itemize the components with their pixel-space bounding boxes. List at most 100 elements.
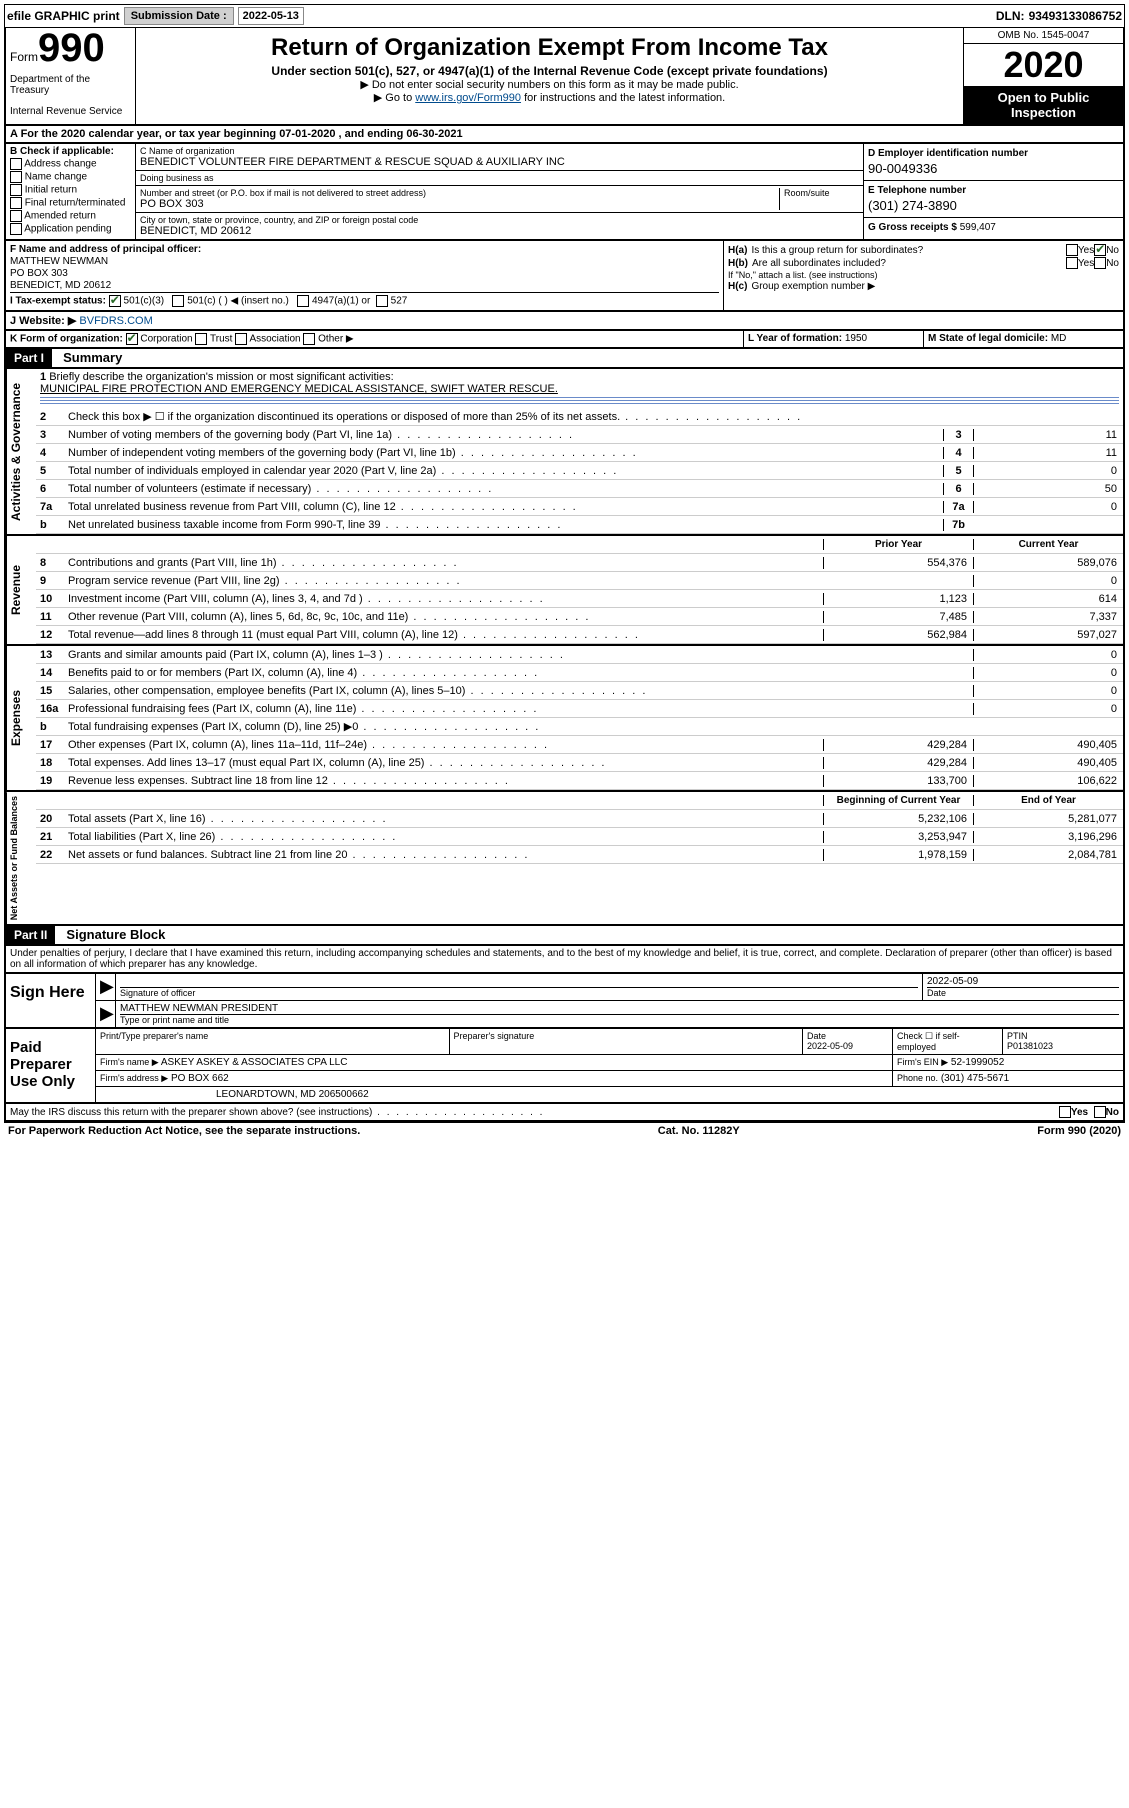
page-footer: For Paperwork Reduction Act Notice, see … [4,1122,1125,1139]
gov-row: bNet unrelated business taxable income f… [36,516,1123,534]
firm-phone: (301) 475-5671 [941,1073,1009,1084]
chk-4947[interactable] [297,295,309,307]
revenue-header: Prior YearCurrent Year [36,536,1123,554]
col-h-group: H(a)Is this a group return for subordina… [723,241,1123,310]
org-street: PO BOX 303 [140,198,779,210]
chk-501c3[interactable] [109,295,121,307]
chk-527[interactable] [376,295,388,307]
hb-yes[interactable] [1066,257,1078,269]
fin-row: 11Other revenue (Part VIII, column (A), … [36,608,1123,626]
col-d-ein: D Employer identification number 90-0049… [863,144,1123,239]
submission-label[interactable]: Submission Date : [124,7,234,25]
firm-ein: 52-1999052 [951,1057,1004,1068]
paid-preparer-block: Paid Preparer Use Only Print/Type prepar… [4,1029,1125,1104]
part-i-header: Part I Summary [4,349,1125,369]
chk-amended[interactable]: Amended return [10,210,131,222]
section-bcd: B Check if applicable: Address change Na… [4,144,1125,241]
col-fi: F Name and address of principal officer:… [6,241,723,310]
row-k-org-form: K Form of organization: Corporation Trus… [4,331,1125,349]
header-title-block: Return of Organization Exempt From Incom… [136,28,963,124]
chk-501c[interactable] [172,295,184,307]
discuss-row: May the IRS discuss this return with the… [4,1104,1125,1122]
state-domicile: MD [1051,333,1067,344]
col-c-org: C Name of organization BENEDICT VOLUNTEE… [136,144,863,239]
perjury-text: Under penalties of perjury, I declare th… [4,946,1125,974]
chk-assoc[interactable] [235,333,247,345]
website-link[interactable]: BVFDRS.COM [79,315,152,327]
phone-box: E Telephone number (301) 274-3890 [864,181,1123,218]
irs-link[interactable]: www.irs.gov/Form990 [415,92,521,104]
hb-no[interactable] [1094,257,1106,269]
ein-value: 90-0049336 [868,161,1119,176]
form-subtitle: Under section 501(c), 527, or 4947(a)(1)… [140,64,959,78]
sign-date: 2022-05-09 [927,976,978,987]
ha-yes[interactable] [1066,244,1078,256]
chk-trust[interactable] [195,333,207,345]
dept-treasury: Department of the Treasury [10,74,131,96]
dln-label: DLN: [996,9,1025,23]
gross-box: G Gross receipts $ 599,407 [864,218,1123,237]
col-b-title: B Check if applicable: [10,146,131,157]
section-fh: F Name and address of principal officer:… [4,241,1125,312]
chk-other[interactable] [303,333,315,345]
chk-final[interactable]: Final return/terminated [10,197,131,209]
chk-address[interactable]: Address change [10,158,131,170]
mission-text: MUNICIPAL FIRE PROTECTION AND EMERGENCY … [40,383,558,395]
form-number: 990 [38,26,105,70]
fin-row: 12Total revenue—add lines 8 through 11 (… [36,626,1123,644]
form-note1: ▶ Do not enter social security numbers o… [140,78,959,91]
ptin: P01381023 [1007,1041,1053,1051]
topbar: efile GRAPHIC print Submission Date : 20… [4,4,1125,28]
gov-row: 3Number of voting members of the governi… [36,426,1123,444]
org-name: BENEDICT VOLUNTEER FIRE DEPARTMENT & RES… [140,156,859,168]
governance-section: Activities & Governance 1 Briefly descri… [4,369,1125,536]
col-b-checkboxes: B Check if applicable: Address change Na… [6,144,136,239]
tax-year: 2020 [964,44,1123,86]
ha-no[interactable] [1094,244,1106,256]
arrow-icon: ▶ [100,1003,114,1023]
omb-number: OMB No. 1545-0047 [964,28,1123,44]
tax-exempt-row: I Tax-exempt status: 501(c)(3) 501(c) ( … [10,292,719,307]
dba-box: Doing business as [136,171,863,186]
revenue-section: Revenue Prior YearCurrent Year 8Contribu… [4,536,1125,646]
discuss-yes[interactable] [1059,1106,1071,1118]
open-public: Open to Public Inspection [964,86,1123,124]
ein-box: D Employer identification number 90-0049… [864,144,1123,181]
chk-initial[interactable]: Initial return [10,184,131,196]
officer-name: MATTHEW NEWMAN [10,256,719,267]
gov-row: 2Check this box ▶ ☐ if the organization … [36,408,1123,426]
org-city: BENEDICT, MD 20612 [140,225,859,237]
fin-row: 13Grants and similar amounts paid (Part … [36,646,1123,664]
org-name-box: C Name of organization BENEDICT VOLUNTEE… [136,144,863,171]
fin-row: bTotal fundraising expenses (Part IX, co… [36,718,1123,736]
fin-row: 17Other expenses (Part IX, column (A), l… [36,736,1123,754]
city-box: City or town, state or province, country… [136,213,863,239]
fin-row: 9Program service revenue (Part VIII, lin… [36,572,1123,590]
gov-row: 6Total number of volunteers (estimate if… [36,480,1123,498]
phone-value: (301) 274-3890 [868,198,1119,213]
header-left: Form990 Department of the Treasury Inter… [6,28,136,124]
fin-row: 18Total expenses. Add lines 13–17 (must … [36,754,1123,772]
chk-corp[interactable] [126,333,138,345]
header-right: OMB No. 1545-0047 2020 Open to Public In… [963,28,1123,124]
fin-row: 20Total assets (Part X, line 16) 5,232,1… [36,810,1123,828]
gov-row: 4Number of independent voting members of… [36,444,1123,462]
chk-pending[interactable]: Application pending [10,223,131,235]
year-formation: 1950 [845,333,867,344]
fin-row: 22Net assets or fund balances. Subtract … [36,846,1123,864]
net-header: Beginning of Current YearEnd of Year [36,792,1123,810]
gross-receipts: 599,407 [960,222,996,233]
fin-row: 14Benefits paid to or for members (Part … [36,664,1123,682]
section-a-period: A For the 2020 calendar year, or tax yea… [4,126,1125,144]
netassets-section: Net Assets or Fund Balances Beginning of… [4,792,1125,926]
form-title: Return of Organization Exempt From Incom… [140,34,959,62]
fin-row: 21Total liabilities (Part X, line 26) 3,… [36,828,1123,846]
mission-q: 1 Briefly describe the organization's mi… [36,369,1123,408]
arrow-icon: ▶ [100,976,114,996]
submission-date: 2022-05-13 [238,7,304,25]
chk-name[interactable]: Name change [10,171,131,183]
gov-row: 5Total number of individuals employed in… [36,462,1123,480]
discuss-no[interactable] [1094,1106,1106,1118]
fin-row: 10Investment income (Part VIII, column (… [36,590,1123,608]
fin-row: 19Revenue less expenses. Subtract line 1… [36,772,1123,790]
